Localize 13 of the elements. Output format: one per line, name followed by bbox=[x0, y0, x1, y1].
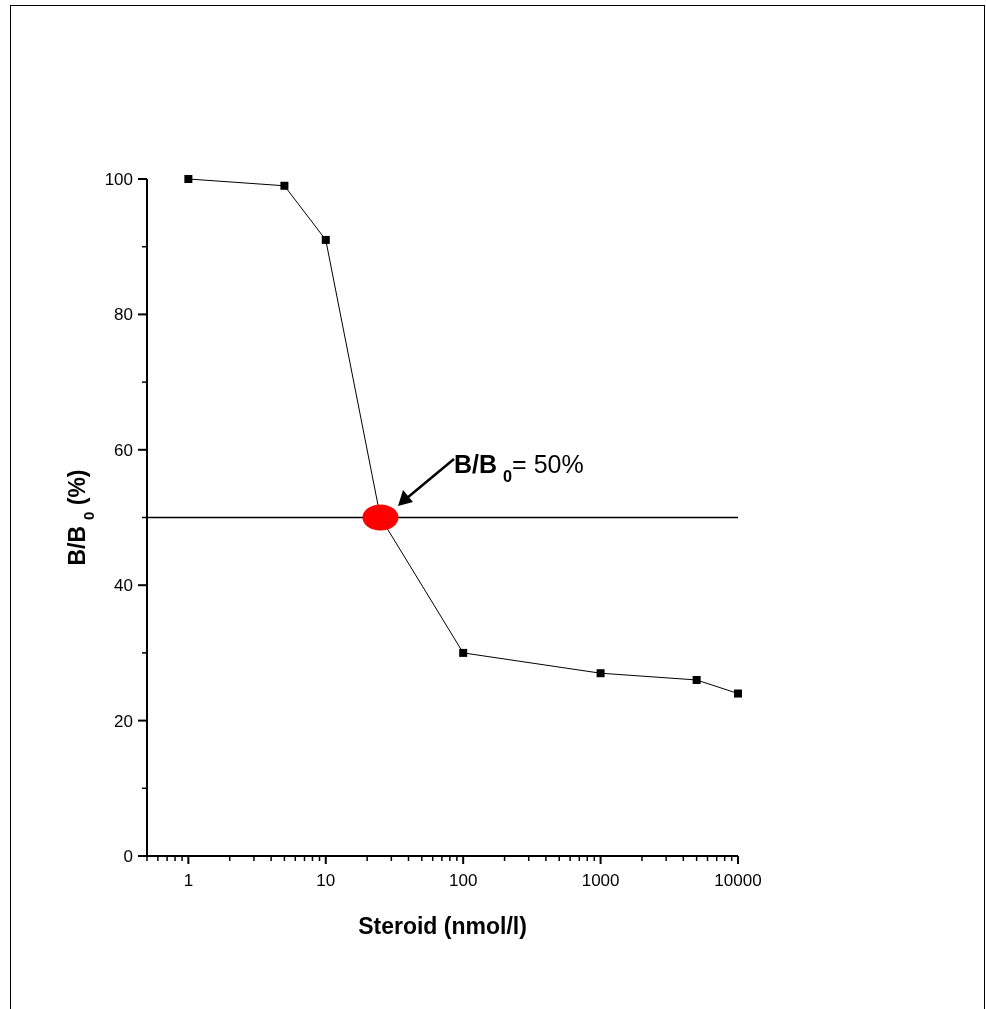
x-tick-label: 10000 bbox=[714, 871, 762, 890]
x-tick-label: 10 bbox=[316, 871, 336, 890]
annotation: B/B$_{0}$= 50% bbox=[454, 450, 584, 485]
y-tick-label: 20 bbox=[114, 711, 133, 731]
y-tick-label: 60 bbox=[114, 440, 133, 460]
x-tick-label: 1000 bbox=[581, 871, 620, 890]
y-tick-label: 80 bbox=[114, 305, 133, 325]
x-tick-label: 100 bbox=[448, 871, 478, 890]
y-tick-label: 0 bbox=[123, 846, 133, 866]
y-tick-label: 40 bbox=[114, 576, 133, 596]
x-axis-title: Steroid (nmol/l) bbox=[358, 913, 527, 939]
y-tick-label: 100 bbox=[104, 169, 133, 189]
x-tick-label: 1 bbox=[183, 871, 194, 890]
